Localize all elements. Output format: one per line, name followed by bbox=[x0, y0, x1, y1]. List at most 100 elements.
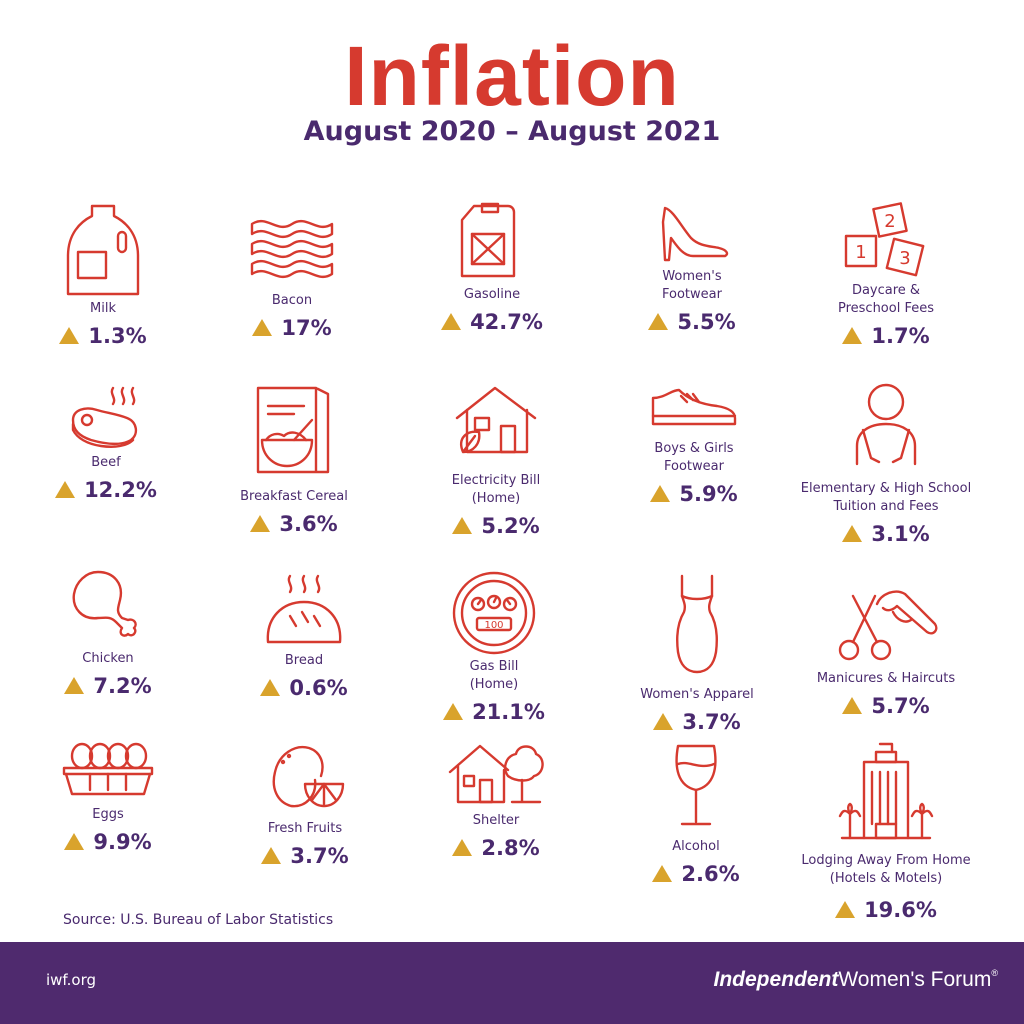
up-arrow-icon bbox=[252, 319, 273, 336]
bread-icon bbox=[204, 572, 404, 648]
wine-glass-icon bbox=[596, 740, 796, 830]
item-bacon: Bacon 17% bbox=[192, 210, 392, 342]
item-value: 0.6% bbox=[204, 674, 404, 702]
item-label: Fresh Fruits bbox=[267, 821, 343, 836]
up-arrow-icon bbox=[650, 485, 671, 502]
brand-logo: IndependentWomen's Forum® bbox=[713, 968, 998, 991]
item-label: Shelter bbox=[472, 813, 520, 828]
egg-carton-icon bbox=[8, 740, 208, 800]
up-arrow-icon bbox=[55, 481, 76, 498]
item-value: 3.1% bbox=[786, 520, 986, 548]
item-value: 42.7% bbox=[392, 308, 592, 336]
page-subtitle: August 2020 – August 2021 bbox=[303, 116, 721, 147]
up-arrow-icon bbox=[260, 679, 281, 696]
item-value: 3.7% bbox=[597, 708, 797, 736]
up-arrow-icon bbox=[652, 865, 673, 882]
item-value: 3.7% bbox=[205, 842, 405, 870]
source-note: Source: U.S. Bureau of Labor Statistics bbox=[63, 912, 334, 928]
drumstick-icon bbox=[8, 568, 208, 644]
item-value: 5.2% bbox=[396, 512, 596, 540]
item-label: Women's Apparel bbox=[640, 687, 754, 702]
item-value: 19.6% bbox=[786, 896, 986, 924]
svg-text:100: 100 bbox=[484, 620, 503, 631]
up-arrow-icon bbox=[59, 327, 80, 344]
item-label: Gasoline bbox=[463, 287, 521, 302]
item-label: Women's bbox=[662, 269, 722, 284]
house-tree-icon bbox=[396, 740, 596, 806]
item-label: Daycare & bbox=[851, 283, 921, 298]
up-arrow-icon bbox=[653, 713, 674, 730]
item-label-line2: (Home) bbox=[469, 677, 519, 692]
item-label: Electricity Bill bbox=[451, 473, 541, 488]
footer-bar: iwf.org IndependentWomen's Forum® bbox=[0, 942, 1024, 1024]
item-value: 7.2% bbox=[8, 672, 208, 700]
page-title: Inflation bbox=[344, 29, 680, 123]
up-arrow-icon bbox=[443, 703, 464, 720]
item-label: Chicken bbox=[82, 651, 134, 666]
item-cereal: Breakfast Cereal 3.6% bbox=[194, 384, 394, 538]
up-arrow-icon bbox=[64, 677, 85, 694]
item-label: Gas Bill bbox=[469, 659, 519, 674]
citrus-icon bbox=[205, 740, 405, 814]
item-daycare: 1 2 3 Daycare & Preschool Fees 1.7% bbox=[786, 200, 986, 350]
item-label-line2: Tuition and Fees bbox=[833, 499, 939, 514]
item-beef: Beef 12.2% bbox=[6, 384, 206, 504]
item-value: 5.9% bbox=[594, 480, 794, 508]
item-label: Lodging Away From Home bbox=[801, 853, 971, 868]
item-value: 2.8% bbox=[396, 834, 596, 862]
up-arrow-icon bbox=[648, 313, 669, 330]
item-lodging: Lodging Away From Home (Hotels & Motels)… bbox=[786, 742, 986, 924]
up-arrow-icon bbox=[441, 313, 462, 330]
item-chicken: Chicken 7.2% bbox=[8, 568, 208, 700]
item-alcohol: Alcohol 2.6% bbox=[596, 740, 796, 888]
item-label: Manicures & Haircuts bbox=[816, 671, 956, 686]
item-gas-bill: 100 Gas Bill (Home) 21.1% bbox=[394, 568, 594, 726]
item-label: Alcohol bbox=[672, 839, 720, 854]
item-value: 3.6% bbox=[194, 510, 394, 538]
up-arrow-icon bbox=[842, 697, 863, 714]
hotel-icon bbox=[786, 742, 986, 842]
gas-meter-icon: 100 bbox=[394, 568, 594, 658]
item-kids-footwear: Boys & Girls Footwear 5.9% bbox=[594, 384, 794, 508]
item-label-line2: Preschool Fees bbox=[837, 301, 934, 316]
steak-icon bbox=[6, 384, 206, 452]
item-shelter: Shelter 2.8% bbox=[396, 740, 596, 862]
item-bread: Bread 0.6% bbox=[204, 572, 404, 702]
up-arrow-icon bbox=[842, 525, 863, 542]
svg-text:1: 1 bbox=[855, 242, 866, 263]
item-label: Milk bbox=[90, 301, 116, 316]
item-label: Beef bbox=[91, 455, 121, 470]
site-link[interactable]: iwf.org bbox=[46, 971, 96, 989]
item-value: 5.5% bbox=[592, 308, 792, 336]
item-value: 9.9% bbox=[8, 828, 208, 856]
item-gasoline: Gasoline 42.7% bbox=[392, 200, 592, 336]
up-arrow-icon bbox=[452, 517, 473, 534]
bacon-icon bbox=[192, 210, 392, 286]
item-value: 5.7% bbox=[786, 692, 986, 720]
item-milk: Milk 1.3% bbox=[3, 200, 203, 350]
item-label: Bread bbox=[284, 653, 324, 668]
item-value: 21.1% bbox=[394, 698, 594, 726]
eco-house-icon bbox=[396, 382, 596, 458]
item-eggs: Eggs 9.9% bbox=[8, 740, 208, 856]
milk-jug-icon bbox=[3, 200, 203, 300]
up-arrow-icon bbox=[261, 847, 282, 864]
up-arrow-icon bbox=[250, 515, 271, 532]
item-womens-footwear: Women's Footwear 5.5% bbox=[592, 202, 792, 336]
item-manicures: Manicures & Haircuts 5.7% bbox=[786, 572, 986, 720]
item-label: Bacon bbox=[271, 293, 313, 308]
item-label: Elementary & High School bbox=[800, 481, 972, 496]
dress-icon bbox=[597, 572, 797, 678]
item-fruits: Fresh Fruits 3.7% bbox=[205, 740, 405, 870]
high-heel-icon bbox=[592, 202, 792, 264]
item-label-line2: Footwear bbox=[664, 459, 724, 474]
item-label-line2: (Home) bbox=[471, 491, 521, 506]
up-arrow-icon bbox=[842, 327, 863, 344]
item-value: 12.2% bbox=[6, 476, 206, 504]
item-label-line2: (Hotels & Motels) bbox=[829, 871, 943, 886]
svg-text:2: 2 bbox=[884, 211, 895, 232]
item-label: Eggs bbox=[92, 807, 124, 822]
svg-text:3: 3 bbox=[899, 248, 910, 269]
toy-blocks-icon: 1 2 3 bbox=[786, 200, 986, 282]
item-electricity: Electricity Bill (Home) 5.2% bbox=[396, 382, 596, 540]
